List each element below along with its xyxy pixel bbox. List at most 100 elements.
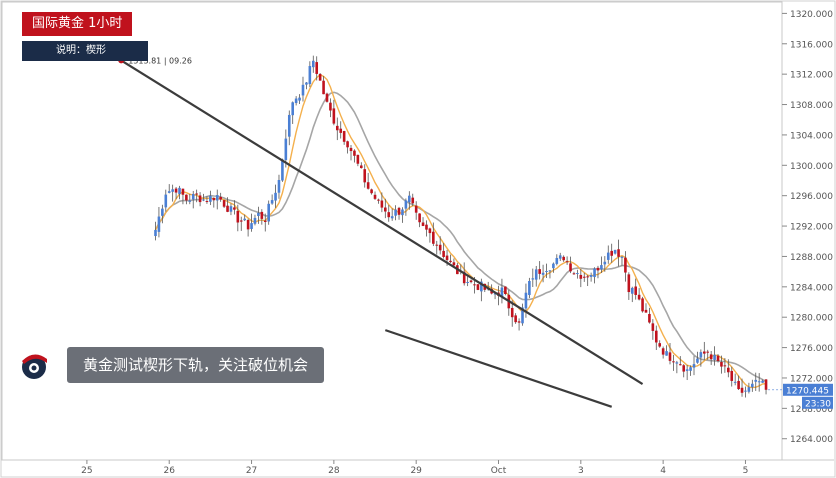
trendline-lower <box>384 329 613 408</box>
candle-body <box>582 276 586 278</box>
candle-body <box>654 330 658 343</box>
fast-ma-line <box>154 73 767 389</box>
candle-body <box>373 194 377 199</box>
candle-body <box>212 197 216 201</box>
peak-label: 1313.81 | 09.26 <box>128 56 192 65</box>
candle <box>548 269 552 279</box>
candle-body <box>545 271 548 273</box>
x-tick-label: 28 <box>328 466 340 476</box>
candle <box>582 272 586 282</box>
candle <box>167 184 171 194</box>
candle-body <box>716 355 720 362</box>
candle <box>727 359 730 378</box>
candle-body <box>387 212 391 218</box>
candle <box>576 269 579 279</box>
candle <box>209 190 212 206</box>
candle <box>572 271 576 275</box>
candle-body <box>678 364 682 366</box>
x-tick-label: 5 <box>743 466 749 476</box>
candle <box>658 340 662 348</box>
candle-body <box>260 211 264 219</box>
candle <box>171 184 174 202</box>
candle-body <box>164 194 168 208</box>
candle <box>545 263 548 279</box>
candle-body <box>397 207 401 215</box>
candle <box>414 201 418 220</box>
candle-body <box>696 358 699 363</box>
y-tick-label: 1264.000 <box>790 435 833 445</box>
candle <box>301 76 305 102</box>
candle <box>315 56 319 81</box>
y-tick-label: 1316.000 <box>790 40 833 50</box>
candle-body <box>754 379 758 382</box>
candle-body <box>301 84 305 96</box>
candle-body <box>744 390 747 392</box>
candle-body <box>634 286 637 295</box>
time-label: 23:30 <box>805 399 831 409</box>
candle-body <box>233 207 236 210</box>
candle <box>644 303 648 313</box>
candle <box>603 256 607 272</box>
candle-body <box>353 150 356 156</box>
y-tick-label: 1300.000 <box>790 162 833 172</box>
y-tick-label: 1308.000 <box>790 101 833 111</box>
candle <box>500 278 504 304</box>
candle <box>257 206 260 224</box>
candle <box>744 386 747 398</box>
candle-body <box>384 207 387 212</box>
candle <box>606 245 610 264</box>
y-tick-label: 1288.000 <box>790 253 833 263</box>
candle <box>751 379 754 392</box>
annotations: 1313.81 | 09.26 1270.445 23:30 <box>118 56 833 409</box>
candle-body <box>504 286 507 295</box>
candle-body <box>349 147 353 152</box>
candle <box>401 207 404 223</box>
candle <box>668 343 672 365</box>
candle-body <box>222 200 226 207</box>
candle-body <box>593 268 596 278</box>
candle-body <box>699 352 703 358</box>
candle <box>630 286 634 303</box>
candle <box>322 76 325 95</box>
candle-body <box>713 354 716 360</box>
candle-body <box>572 273 576 275</box>
candle-body <box>538 269 541 274</box>
trendline-upper <box>120 59 644 385</box>
candle-body <box>730 370 734 381</box>
y-tick-label: 1312.000 <box>790 71 833 81</box>
candle-body <box>294 98 298 104</box>
candle <box>469 279 473 284</box>
candle-body <box>685 369 689 371</box>
candle <box>641 296 644 313</box>
candle-body <box>541 272 545 275</box>
candle <box>390 208 394 221</box>
candle-body <box>675 362 679 364</box>
candle-body <box>335 125 339 131</box>
candle-body <box>493 293 497 295</box>
candle <box>353 149 356 163</box>
candle-body <box>528 280 531 295</box>
candle-body <box>627 274 631 293</box>
candle <box>678 356 682 366</box>
candle-body <box>606 252 610 260</box>
candle <box>219 192 222 202</box>
candle <box>394 205 397 221</box>
candle-body <box>452 262 456 266</box>
candle-body <box>764 379 768 390</box>
candle <box>274 184 277 208</box>
candle <box>504 286 507 296</box>
candle <box>291 101 294 124</box>
candle <box>596 265 600 279</box>
candle <box>534 265 538 287</box>
candle-body <box>284 138 288 161</box>
candle-body <box>243 218 246 221</box>
candle <box>480 278 483 302</box>
candle <box>188 194 192 205</box>
candle <box>569 256 572 274</box>
candle <box>308 61 312 88</box>
candle <box>411 193 415 207</box>
candle-body <box>435 244 439 246</box>
candle <box>675 360 679 374</box>
candle-body <box>257 212 260 217</box>
